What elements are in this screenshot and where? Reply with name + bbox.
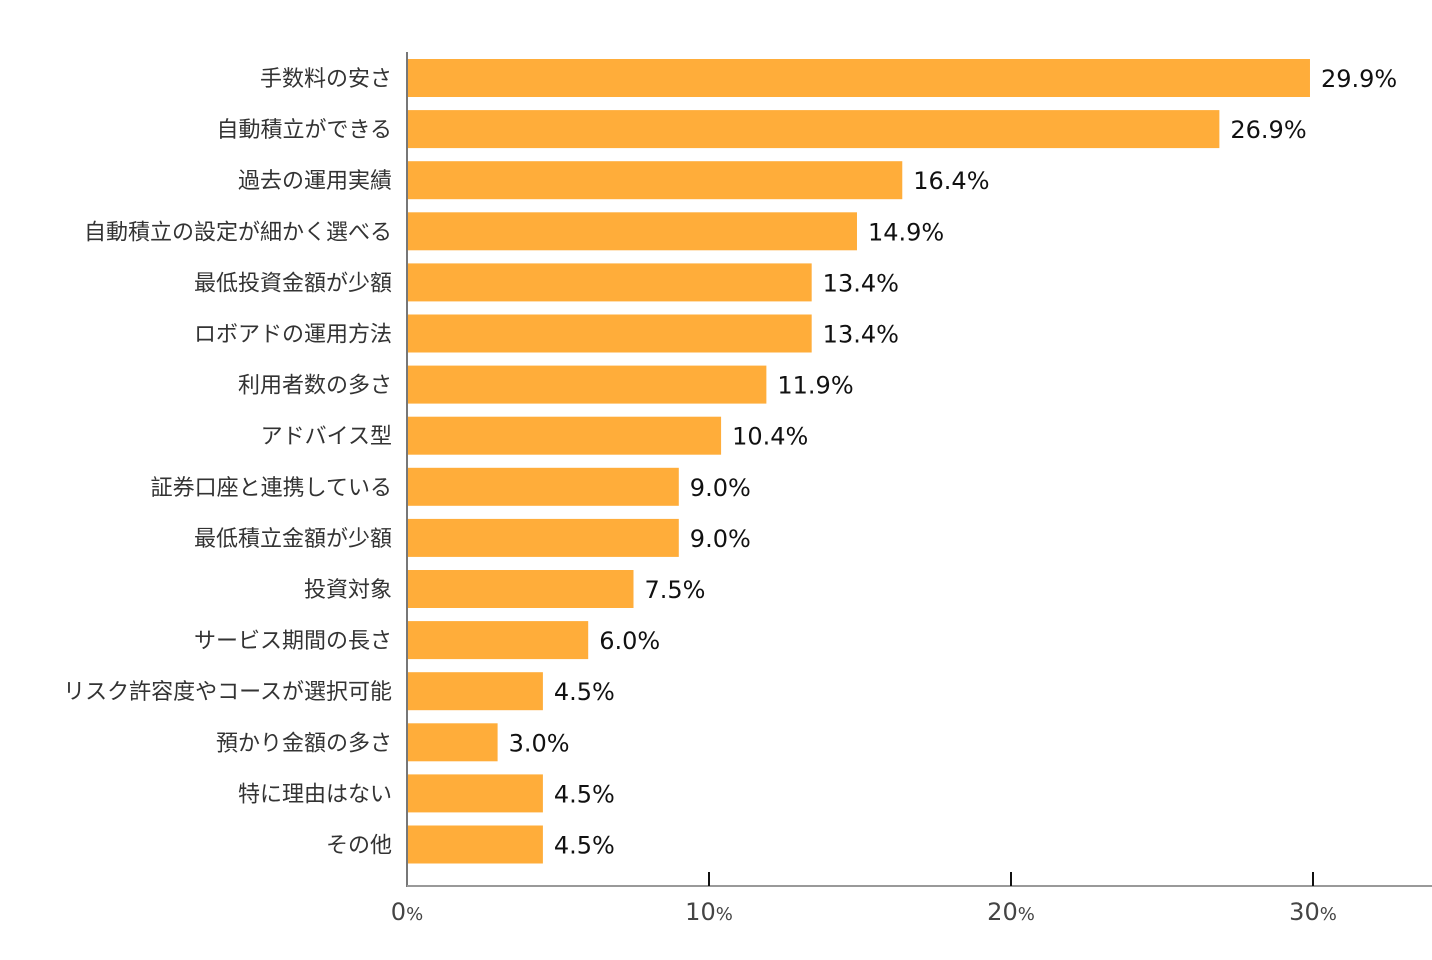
bar: [407, 570, 634, 608]
data-label: 16.4%: [913, 167, 989, 195]
data-label: 10.4%: [732, 423, 808, 451]
data-label: 9.0%: [690, 525, 751, 553]
bar: [407, 467, 679, 506]
data-label: 7.5%: [645, 576, 706, 604]
data-label: 3.0%: [509, 729, 570, 757]
category-label: 利用者数の多さ: [238, 374, 392, 399]
x-tick-label: 10%: [685, 898, 733, 926]
data-label: 13.4%: [823, 269, 899, 297]
bar: [407, 518, 679, 557]
category-label: 投資対象: [304, 578, 392, 603]
data-label: 6.0%: [599, 627, 660, 655]
data-label: 11.9%: [777, 372, 853, 400]
bar: [407, 774, 543, 813]
category-label: 自動積立の設定が細かく選べる: [84, 220, 392, 245]
bar: [407, 672, 543, 711]
data-label: 29.9%: [1321, 65, 1397, 93]
category-label: 自動積立ができる: [216, 118, 392, 143]
data-label: 9.0%: [690, 474, 751, 502]
bar: [407, 263, 812, 302]
bar: [407, 212, 857, 251]
data-label: 4.5%: [554, 780, 615, 808]
bar: [407, 723, 498, 762]
category-label: ロボアドの運用方法: [194, 323, 392, 348]
x-tick-label: 20%: [987, 898, 1035, 926]
data-label: 26.9%: [1230, 116, 1306, 144]
category-label: サービス期間の長さ: [194, 629, 392, 654]
category-label: 証券口座と連携している: [151, 476, 392, 501]
data-label: 4.5%: [554, 678, 615, 706]
category-label: 最低積立金額が少額: [194, 527, 392, 552]
category-label: アドバイス型: [261, 425, 392, 450]
bar: [407, 825, 543, 864]
category-label: リスク許容度やコースが選択可能: [63, 680, 392, 705]
bar: [407, 314, 812, 353]
category-label: 過去の運用実績: [238, 169, 392, 194]
category-label: 預かり金額の多さ: [216, 731, 392, 756]
category-label: 手数料の安さ: [260, 67, 392, 92]
data-label: 14.9%: [868, 218, 944, 246]
bar: [407, 110, 1220, 149]
bar: [407, 161, 903, 200]
bar: [407, 416, 722, 455]
category-label: その他: [326, 834, 392, 859]
data-label: 4.5%: [554, 832, 615, 860]
bar: [407, 365, 767, 404]
bar: [407, 59, 1310, 97]
x-tick-label: 0%: [391, 898, 423, 926]
x-tick-label: 30%: [1289, 898, 1337, 926]
category-label: 最低投資金額が少額: [194, 271, 392, 296]
data-label: 13.4%: [823, 321, 899, 349]
category-label: 特に理由はない: [238, 782, 392, 807]
bar: [407, 621, 589, 660]
